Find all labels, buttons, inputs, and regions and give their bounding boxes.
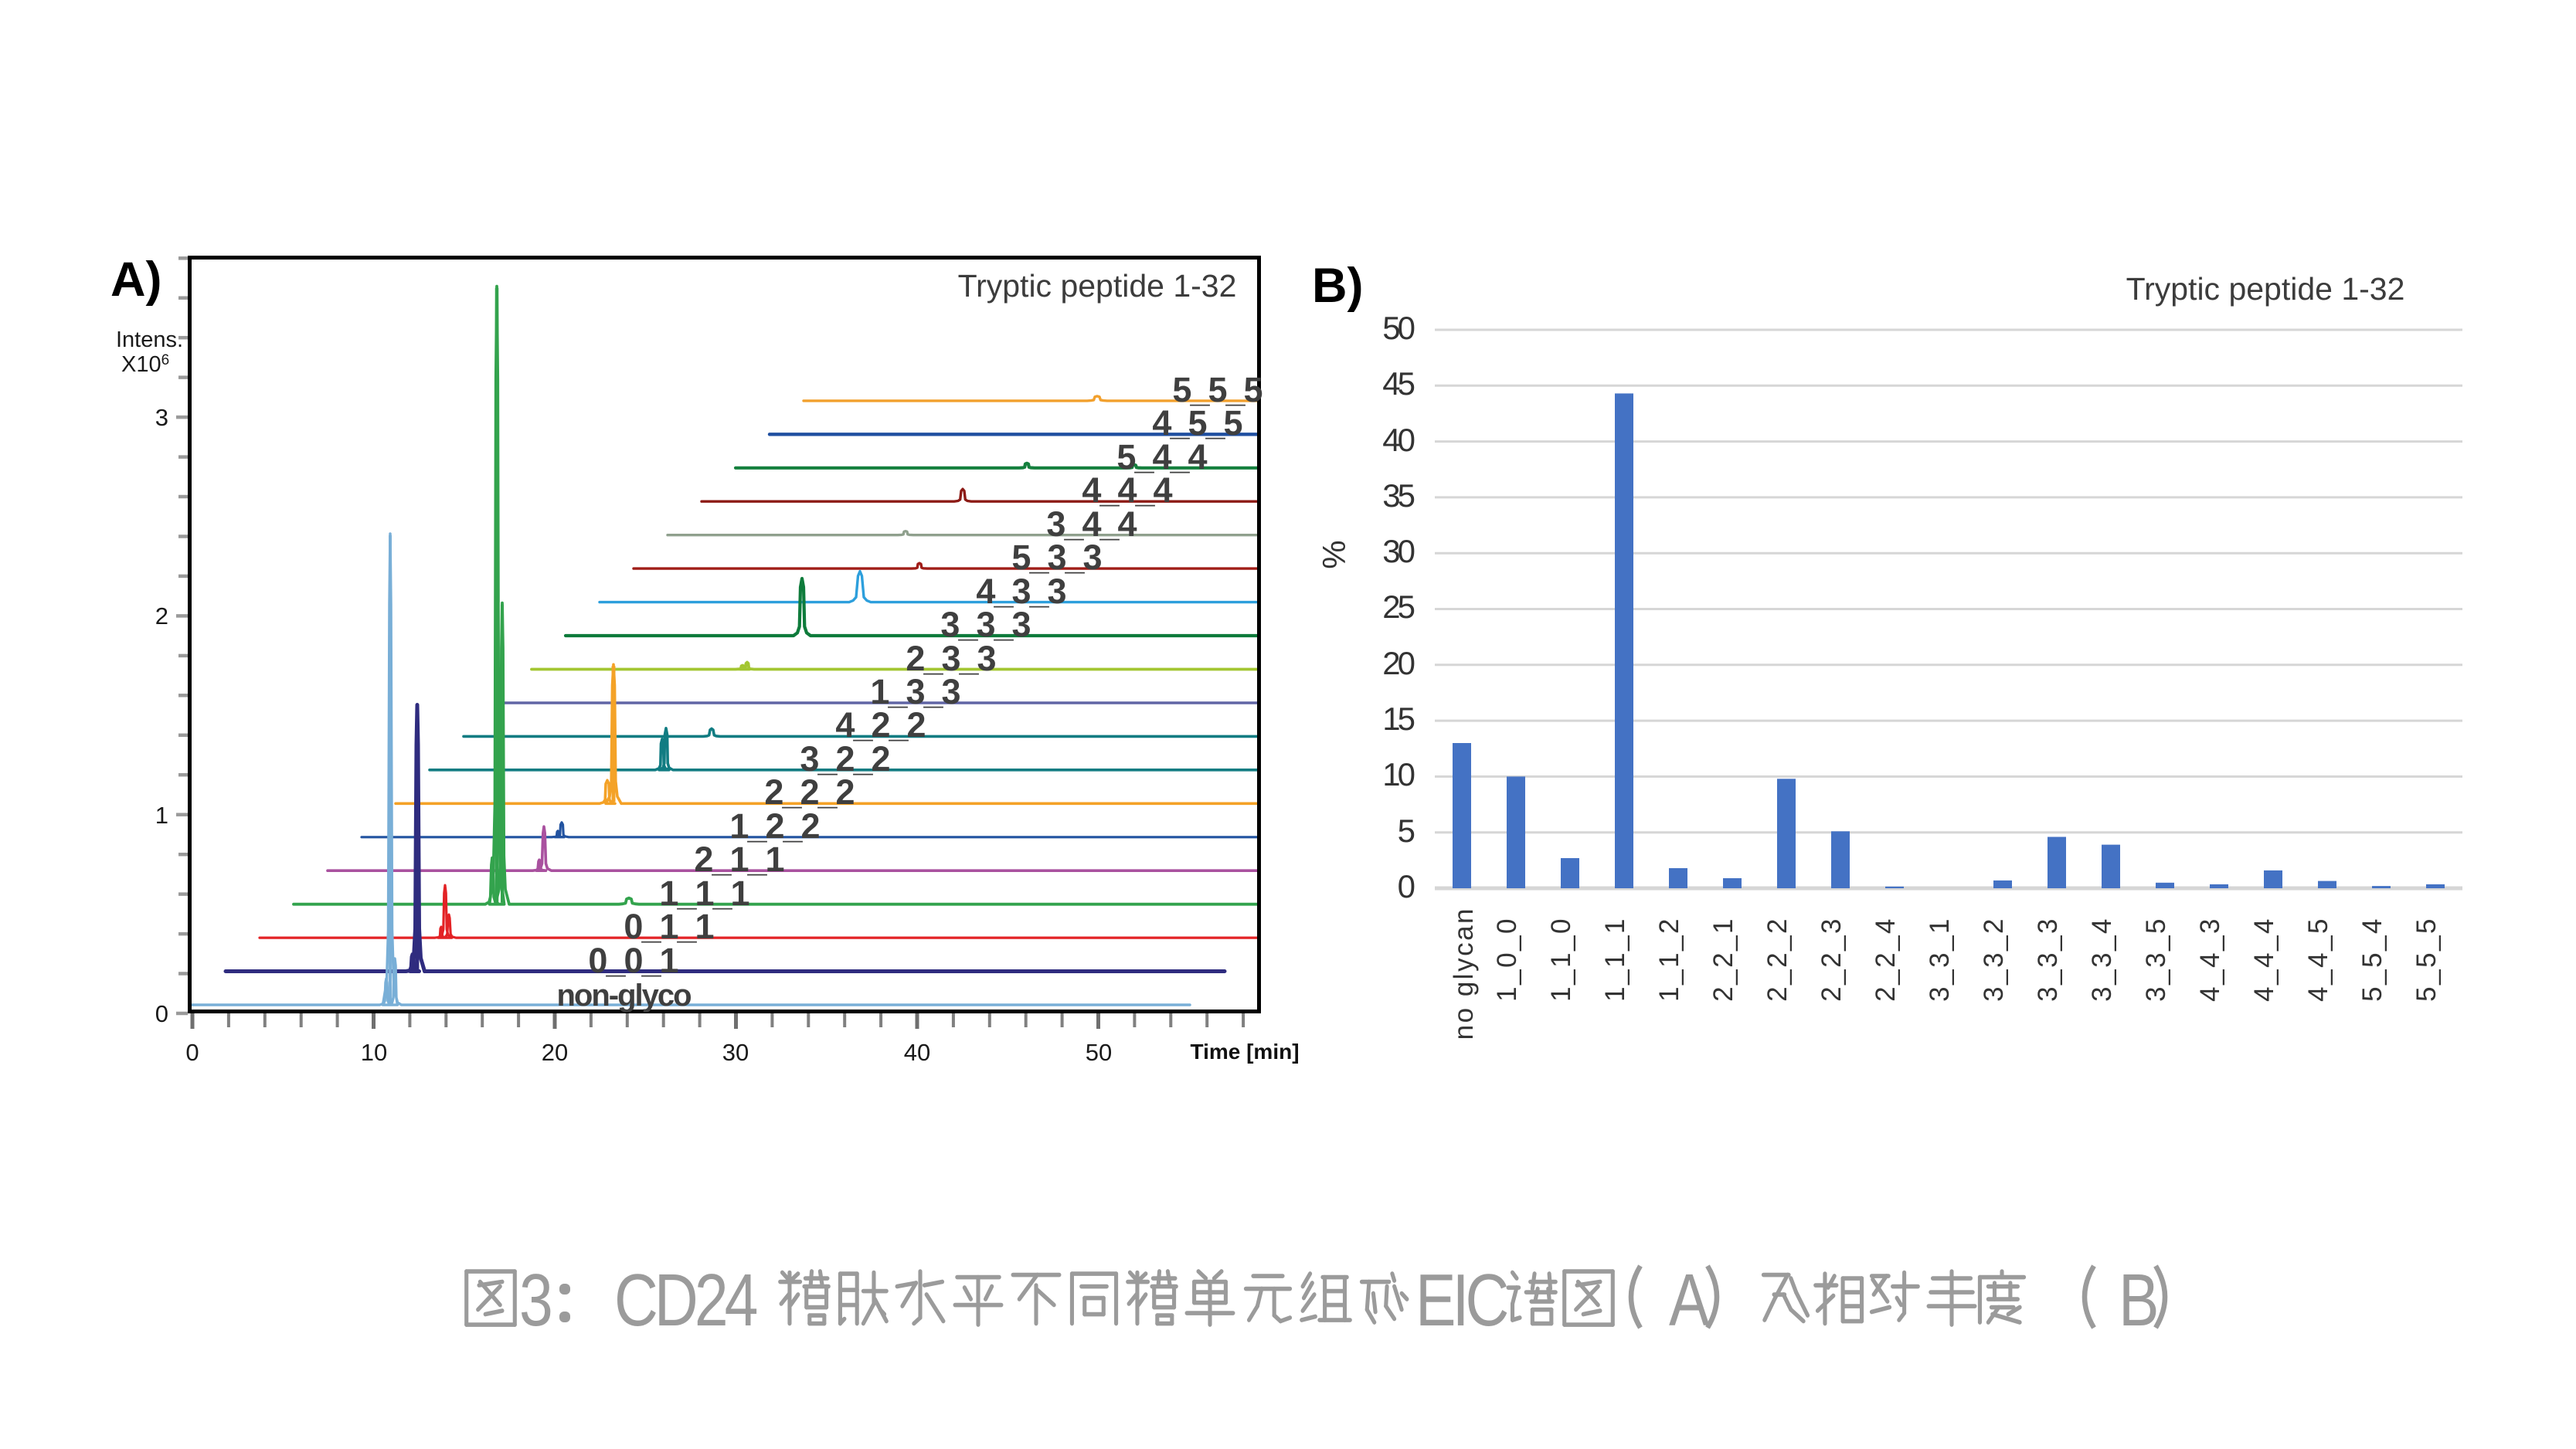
svg-text:0_0_1: 0_0_1 (588, 941, 678, 980)
svg-text:50: 50 (1086, 1039, 1112, 1066)
svg-text:no glycan: no glycan (1449, 907, 1479, 1040)
svg-text:3_3_4: 3_3_4 (2087, 917, 2117, 1002)
svg-text:30: 30 (722, 1039, 749, 1066)
svg-text:2_2_2: 2_2_2 (764, 772, 854, 812)
svg-text:35: 35 (1382, 477, 1414, 514)
svg-text:1_1_2: 1_1_2 (1654, 917, 1684, 1002)
svg-text:4_5_5: 4_5_5 (1152, 403, 1242, 443)
svg-text:40: 40 (1382, 422, 1414, 458)
svg-text:5_4_4: 5_4_4 (1116, 437, 1207, 477)
svg-text:10: 10 (361, 1039, 387, 1066)
svg-text:Tryptic peptide 1-32: Tryptic peptide 1-32 (2126, 271, 2405, 307)
svg-text:A): A) (110, 253, 161, 307)
svg-text:3_3_5: 3_3_5 (2141, 917, 2171, 1002)
svg-text:45: 45 (1382, 365, 1414, 402)
svg-text:0: 0 (155, 1000, 168, 1027)
svg-text:50: 50 (1382, 310, 1414, 346)
svg-text:3_3_1: 3_3_1 (1925, 917, 1955, 1002)
svg-text:Time [min]: Time [min] (1190, 1040, 1299, 1064)
svg-text:%: % (1316, 540, 1352, 568)
svg-text:2_2_2: 2_2_2 (1762, 917, 1793, 1002)
svg-text:4_2_2: 4_2_2 (835, 705, 925, 745)
svg-text:1_3_3: 1_3_3 (870, 672, 960, 711)
svg-text:5: 5 (1398, 813, 1415, 849)
svg-text:2_2_1: 2_2_1 (1708, 917, 1738, 1002)
svg-text:B): B) (1312, 259, 1363, 313)
svg-text:EIC: EIC (1415, 1259, 1507, 1342)
svg-text:3_3_2: 3_3_2 (1979, 917, 2009, 1002)
svg-text:20: 20 (1382, 645, 1414, 681)
svg-text:5_5_5: 5_5_5 (2411, 917, 2442, 1002)
svg-text:3_3_3: 3_3_3 (2033, 917, 2063, 1002)
svg-text:5_3_3: 5_3_3 (1011, 538, 1101, 577)
svg-text:3_2_2: 3_2_2 (800, 739, 889, 779)
svg-text:1_2_2: 1_2_2 (729, 806, 819, 846)
svg-text:25: 25 (1382, 589, 1414, 625)
svg-text:4_3_3: 4_3_3 (976, 572, 1065, 611)
svg-text:30: 30 (1382, 533, 1414, 569)
svg-text:2: 2 (155, 602, 168, 629)
svg-text:0_1_1: 0_1_1 (624, 907, 713, 946)
svg-text:40: 40 (904, 1039, 930, 1066)
svg-text:4_4_4: 4_4_4 (2249, 917, 2279, 1002)
svg-text:3_3_3: 3_3_3 (940, 605, 1030, 644)
svg-text:1_1_1: 1_1_1 (1600, 917, 1630, 1002)
svg-text:CD24: CD24 (614, 1259, 757, 1342)
svg-text:non-glyco: non-glyco (556, 979, 691, 1013)
svg-text:1_1_0: 1_1_0 (1546, 917, 1576, 1002)
svg-text:2_1_1: 2_1_1 (694, 840, 783, 879)
svg-text:5_5_4: 5_5_4 (2357, 917, 2387, 1002)
svg-text:0: 0 (185, 1039, 199, 1066)
svg-text:10: 10 (1382, 756, 1414, 792)
svg-text:1: 1 (155, 802, 168, 829)
svg-text:3: 3 (519, 1259, 550, 1342)
svg-text:X106: X106 (121, 352, 169, 377)
svg-text:Intens.: Intens. (116, 327, 183, 352)
svg-text:4_4_4: 4_4_4 (1082, 470, 1172, 510)
svg-text:A: A (1669, 1259, 1710, 1342)
svg-text:3_4_4: 3_4_4 (1046, 504, 1137, 544)
svg-text:4_4_3: 4_4_3 (2195, 917, 2225, 1002)
svg-text:1_1_1: 1_1_1 (659, 874, 749, 913)
svg-text:15: 15 (1382, 701, 1414, 737)
svg-text:2_3_3: 2_3_3 (906, 639, 995, 678)
svg-text:4_4_5: 4_4_5 (2303, 917, 2333, 1002)
svg-text:5_5_5: 5_5_5 (1172, 370, 1262, 409)
svg-text:2_2_4: 2_2_4 (1871, 917, 1901, 1002)
svg-text:2_2_3: 2_2_3 (1816, 917, 1847, 1002)
svg-text:Tryptic peptide 1-32: Tryptic peptide 1-32 (958, 268, 1237, 304)
svg-text:0: 0 (1398, 868, 1415, 904)
svg-text:B: B (2119, 1259, 2156, 1342)
svg-text:1_0_0: 1_0_0 (1492, 917, 1522, 1002)
svg-text:20: 20 (542, 1039, 568, 1066)
svg-text:3: 3 (155, 404, 168, 431)
